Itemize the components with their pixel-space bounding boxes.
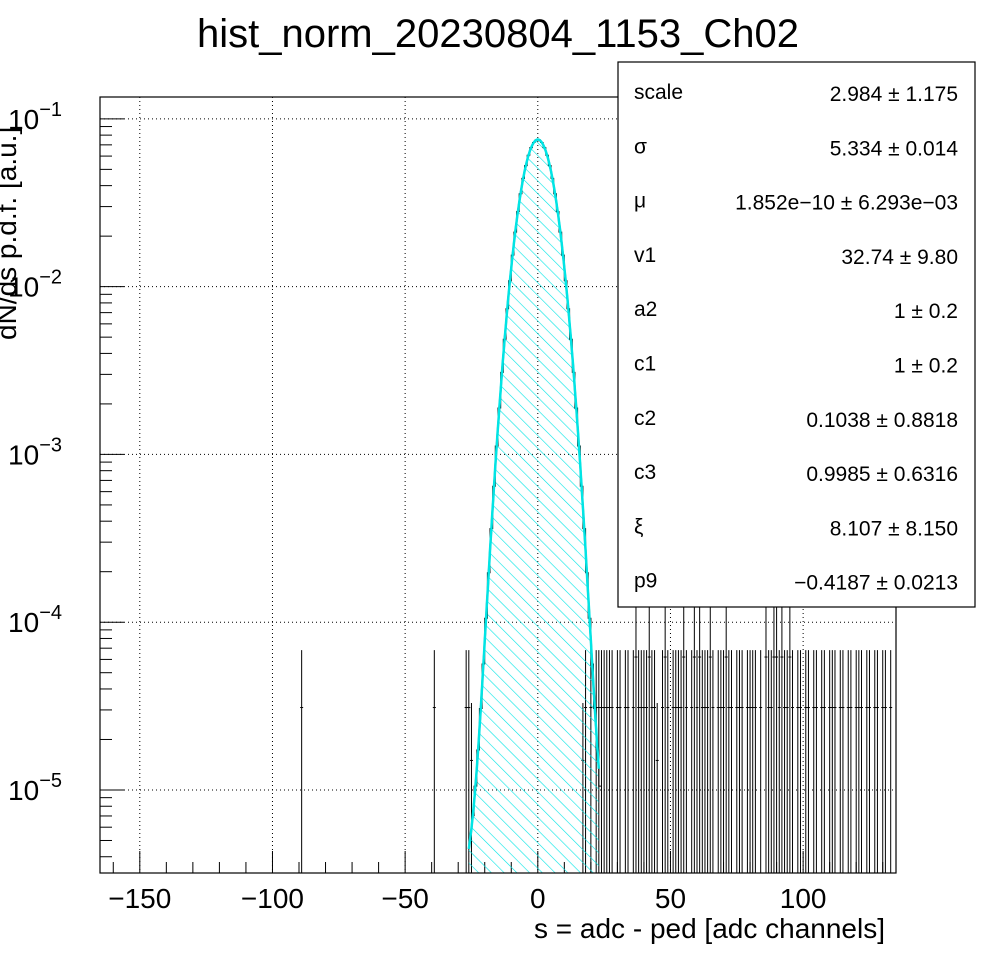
stats-value: 2.984 ± 1.175 [830, 83, 958, 106]
stats-value: 1 ± 0.2 [894, 300, 958, 323]
chart-title: hist_norm_20230804_1153_Ch02 [197, 12, 799, 56]
stats-value: 8.107 ± 8.150 [830, 517, 958, 540]
stats-value: 32.74 ± 9.80 [841, 246, 958, 269]
stats-value: −0.4187 ± 0.0213 [794, 572, 958, 595]
y-axis-label: dN/ds p.d.f. [a.u.] [0, 127, 22, 340]
x-axis-label: s = adc - ped [adc channels] [534, 913, 885, 944]
x-tick-label: −100 [241, 883, 304, 914]
x-tick-label: 50 [655, 883, 686, 914]
stats-key: μ [634, 190, 646, 213]
stats-key: ξ [634, 515, 643, 538]
stats-value: 1 ± 0.2 [894, 355, 958, 378]
stats-value: 0.1038 ± 0.8818 [806, 409, 958, 432]
y-tick-label: 10−1 [8, 99, 62, 135]
data-points [300, 599, 893, 873]
y-tick-label: 10−5 [8, 770, 62, 806]
y-tick-label: 10−3 [8, 434, 62, 470]
x-tick-label: 0 [530, 883, 546, 914]
stats-value: 1.852e−10 ± 6.293e−03 [735, 192, 958, 215]
stats-key: c1 [634, 353, 656, 376]
stats-key: σ [634, 135, 647, 158]
x-tick-label: −50 [381, 883, 429, 914]
y-tick-label: 10−4 [8, 602, 62, 638]
fit-curve-cyan [467, 138, 601, 850]
stats-key: c2 [634, 407, 656, 430]
y-tick-label: 10−2 [8, 267, 62, 303]
x-tick-label: 100 [780, 883, 827, 914]
stats-key: p9 [634, 570, 657, 593]
histogram-fill [468, 139, 599, 873]
x-tick-labels: −150 −100 −50 0 50 100 [108, 883, 826, 914]
stats-value: 0.9985 ± 0.6316 [806, 463, 958, 486]
x-tick-label: −150 [108, 883, 171, 914]
stats-key: v1 [634, 244, 656, 267]
stats-value: 5.334 ± 0.014 [830, 137, 959, 160]
y-tick-labels: 10−5 10−4 10−3 10−2 10−1 [8, 99, 62, 806]
stats-key: a2 [634, 298, 657, 321]
stats-box: scale 2.984 ± 1.175 σ 5.334 ± 0.014 μ 1.852e−… [617, 61, 976, 608]
stats-key: c3 [634, 461, 656, 484]
stats-key: scale [634, 81, 683, 104]
